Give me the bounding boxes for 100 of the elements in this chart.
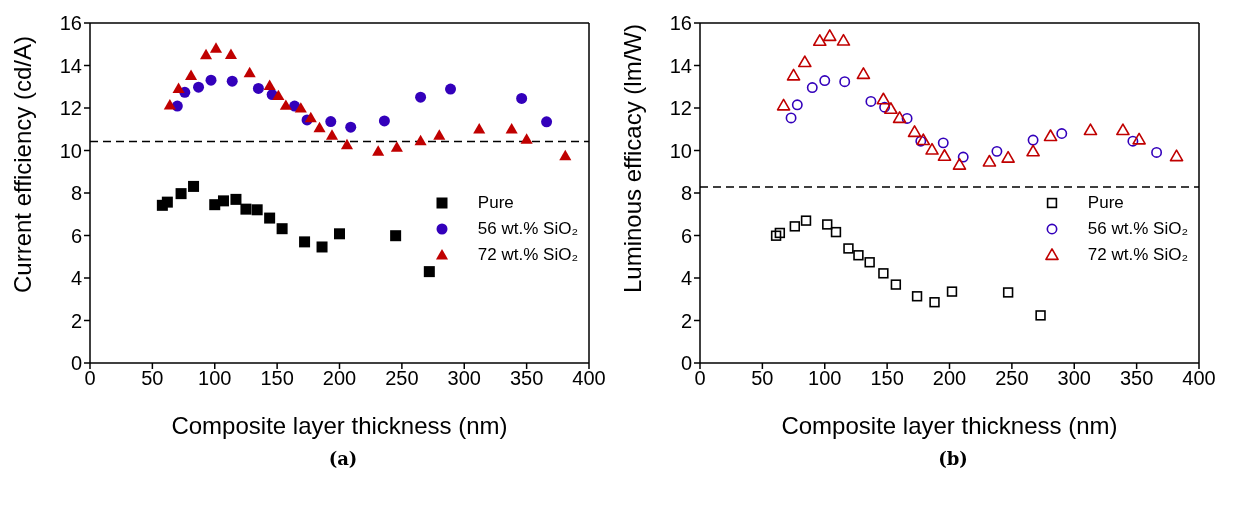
x-tick-label: 250 <box>385 367 419 390</box>
legend-label: 56 wt.% SiO₂ <box>1087 219 1188 239</box>
point <box>991 145 1003 157</box>
point <box>1127 135 1139 147</box>
x-tick-label: 150 <box>870 367 904 390</box>
point <box>188 180 200 192</box>
point <box>299 236 311 248</box>
point <box>937 148 952 162</box>
legend-label: 72 wt.% SiO₂ <box>477 245 578 265</box>
point <box>264 212 276 224</box>
point <box>856 67 871 80</box>
point <box>243 66 256 78</box>
text: (b) <box>937 448 969 469</box>
point <box>937 137 949 149</box>
point <box>415 91 427 103</box>
point <box>982 154 997 167</box>
point <box>172 82 185 94</box>
point <box>822 219 833 230</box>
point <box>884 102 898 115</box>
point <box>252 82 264 94</box>
point <box>505 122 518 134</box>
x-axis-title: Composite layer thickness (nm) <box>171 412 508 439</box>
text: (a) <box>327 448 359 469</box>
point <box>901 112 913 124</box>
point <box>929 297 940 308</box>
point <box>313 121 326 133</box>
point <box>946 286 958 297</box>
point <box>473 122 486 134</box>
point <box>786 68 801 81</box>
x-tick-label: 50 <box>141 367 164 390</box>
point <box>1116 123 1130 136</box>
point <box>791 99 803 111</box>
point <box>185 69 198 80</box>
point <box>843 243 854 254</box>
point <box>1026 144 1040 157</box>
legend-label: Pure <box>1087 193 1124 213</box>
x-tick-label: 400 <box>1182 367 1216 390</box>
y-tick-label: 8 <box>70 182 82 205</box>
point <box>907 125 922 138</box>
point <box>812 34 827 47</box>
point <box>372 145 385 156</box>
y-tick-label: 2 <box>70 309 82 332</box>
x-tick-label: 300 <box>447 367 481 390</box>
point <box>797 55 812 68</box>
x-tick-label: 50 <box>751 367 774 390</box>
point <box>390 230 402 242</box>
point <box>205 74 217 86</box>
point <box>240 203 252 215</box>
point <box>853 250 864 261</box>
point <box>1001 150 1015 163</box>
point <box>316 241 328 253</box>
point <box>163 98 176 110</box>
y-tick-label: 4 <box>70 267 82 290</box>
point <box>390 141 403 152</box>
y-tick-label: 12 <box>669 97 692 120</box>
point <box>915 135 927 147</box>
point <box>175 188 187 200</box>
x-tick-label: 0 <box>694 367 706 390</box>
x-tick-label: 250 <box>995 367 1029 390</box>
point <box>272 89 285 101</box>
point <box>774 227 786 239</box>
x-tick-label: 100 <box>808 367 842 390</box>
y-axis-title: Luminous efficacy (lm/W) <box>618 24 646 293</box>
point <box>865 95 877 107</box>
y-tick-label: 10 <box>669 139 692 162</box>
point <box>1056 128 1068 139</box>
y-tick-label: 6 <box>70 224 82 247</box>
y-tick-label: 0 <box>680 352 692 375</box>
legend-label: Pure <box>477 193 514 213</box>
point <box>217 195 229 207</box>
legend-label: 72 wt.% SiO₂ <box>1087 245 1188 265</box>
point <box>890 279 902 290</box>
x-tick-label: 200 <box>322 367 357 390</box>
x-tick-label: 300 <box>1057 367 1091 390</box>
point <box>1083 123 1098 136</box>
x-tick-label: 150 <box>260 367 294 390</box>
x-tick-label: 200 <box>932 367 967 390</box>
point <box>541 116 553 128</box>
point <box>193 81 205 93</box>
point <box>916 133 931 146</box>
x-tick-label: 0 <box>84 367 96 390</box>
point <box>209 42 223 53</box>
point <box>251 204 263 216</box>
point <box>1169 149 1184 162</box>
y-tick-label: 6 <box>680 224 692 247</box>
point <box>559 149 572 161</box>
point <box>224 48 238 60</box>
point <box>952 157 967 170</box>
point <box>1035 310 1046 321</box>
point <box>325 129 339 140</box>
point <box>334 228 345 240</box>
point <box>789 221 801 232</box>
point <box>230 193 242 205</box>
y-tick-label: 16 <box>669 12 692 35</box>
point <box>864 257 875 268</box>
point <box>279 99 292 110</box>
point <box>1132 132 1146 145</box>
point <box>340 138 354 150</box>
y-tick-label: 10 <box>59 139 82 162</box>
point <box>822 29 837 42</box>
